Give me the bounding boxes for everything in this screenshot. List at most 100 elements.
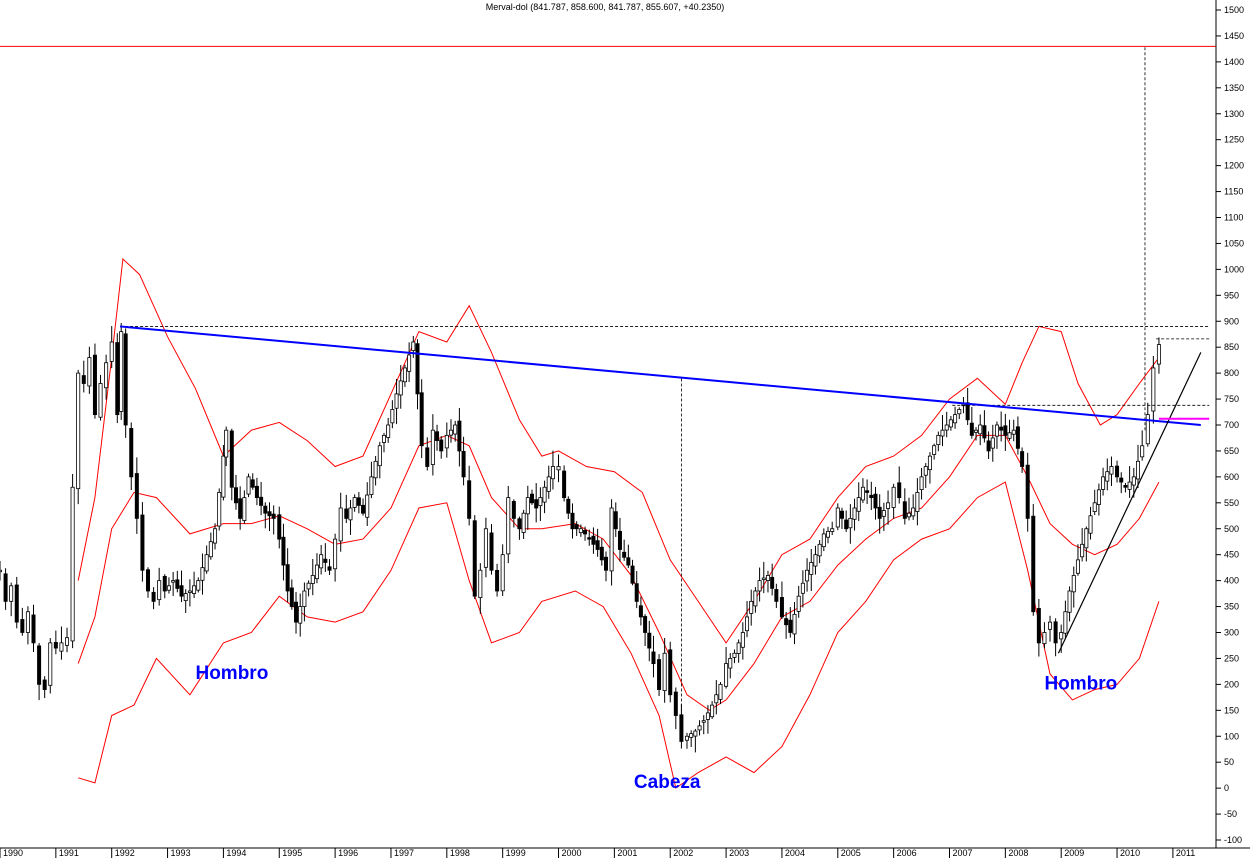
candle-body (1140, 445, 1145, 458)
chart-title: Merval-dol (841.787, 858.600, 841.787, 8… (486, 2, 724, 12)
candle-body (595, 540, 600, 550)
candle-body (525, 497, 530, 515)
candle-body (87, 357, 92, 387)
candle-body (430, 429, 435, 465)
candle-body (229, 430, 234, 488)
candle-body (1115, 465, 1120, 478)
candle-body (1063, 611, 1068, 634)
candle-body (1156, 344, 1161, 365)
candle-body (48, 642, 53, 686)
candle-body (217, 492, 222, 527)
candle-body (1003, 425, 1008, 436)
candle-body (817, 543, 822, 557)
candle-body (70, 486, 75, 642)
candle-body (365, 494, 370, 518)
candle-body (902, 501, 907, 519)
candle-body (705, 712, 710, 720)
candle-body (3, 573, 8, 602)
candle-body (310, 575, 315, 584)
candle-body (689, 733, 694, 738)
candle-body (157, 580, 162, 601)
candle-body (948, 419, 953, 428)
candle-body (1088, 515, 1093, 534)
candle-body (398, 380, 403, 396)
candle-body (1101, 476, 1106, 490)
candle-body (630, 565, 635, 584)
candle-body (140, 514, 145, 571)
y-tick-label: 450 (1224, 550, 1239, 560)
candle-body (104, 362, 109, 389)
candle-body (953, 414, 958, 424)
candle-body (495, 570, 500, 592)
candle-body (327, 566, 332, 571)
candle-body (911, 507, 916, 517)
candle-body (609, 507, 614, 572)
candle-body (25, 611, 30, 633)
y-tick-label: 1000 (1224, 264, 1244, 274)
candle-body (1007, 432, 1012, 439)
candle-body (839, 510, 844, 519)
candle-body (957, 409, 962, 415)
candle-body (196, 580, 201, 591)
candle-body (1011, 429, 1016, 435)
candle-body (1075, 559, 1080, 574)
candle-body (281, 536, 286, 566)
y-tick-label: 550 (1224, 498, 1239, 508)
candle-body (550, 466, 555, 480)
candle-body (1053, 621, 1058, 644)
candle-body (800, 582, 805, 594)
pattern-annotation: Hombro (195, 663, 268, 684)
candle-body (574, 524, 579, 530)
x-tick-label: 1991 (59, 848, 79, 858)
candle-body (344, 508, 349, 519)
candle-body (578, 528, 583, 534)
x-tick-label: 2007 (952, 848, 972, 858)
candle-body (848, 517, 853, 529)
candle-body (1059, 632, 1064, 640)
candle-body (529, 493, 534, 504)
candle-body (419, 392, 424, 447)
candle-body (805, 569, 810, 582)
y-tick-label: 1450 (1224, 31, 1244, 41)
y-tick-label: 1250 (1224, 135, 1244, 145)
candle-body (1067, 590, 1072, 613)
candle-body (757, 580, 762, 592)
candle-body (361, 504, 366, 514)
x-tick-label: 1997 (394, 848, 414, 858)
candle-body (92, 354, 97, 416)
candle-body (813, 554, 818, 567)
pattern-annotation: Cabeza (634, 772, 701, 793)
x-tick-label: 2006 (897, 848, 917, 858)
candle-body (259, 496, 264, 506)
candle-body (204, 554, 209, 572)
candle-body (517, 518, 522, 530)
candle-body (830, 528, 835, 532)
candle-body (796, 595, 801, 612)
candle-body (162, 575, 167, 592)
candle-body (1119, 477, 1124, 483)
candle-body (651, 651, 656, 665)
candle-body (314, 564, 319, 580)
candle-body (478, 569, 483, 598)
candle-body (745, 616, 750, 632)
candle-body (298, 606, 303, 624)
y-tick-label: 150 (1224, 705, 1239, 715)
candle-body (835, 507, 840, 528)
candle-body (1127, 481, 1132, 490)
x-tick-label: 2011 (1176, 848, 1195, 858)
candle-body (826, 530, 831, 538)
y-tick-label: 1050 (1224, 238, 1244, 248)
candle-body (556, 466, 561, 471)
candle-body (693, 730, 698, 737)
y-tick-label: 800 (1224, 368, 1239, 378)
candle-body (356, 497, 361, 506)
candle-body (20, 619, 25, 633)
candle-body (467, 480, 472, 519)
candle-body (123, 333, 128, 426)
candle-body (1109, 466, 1114, 475)
candle-body (821, 533, 826, 548)
candle-body (770, 576, 775, 589)
candle-body (37, 645, 42, 685)
candle-body (1123, 485, 1128, 488)
